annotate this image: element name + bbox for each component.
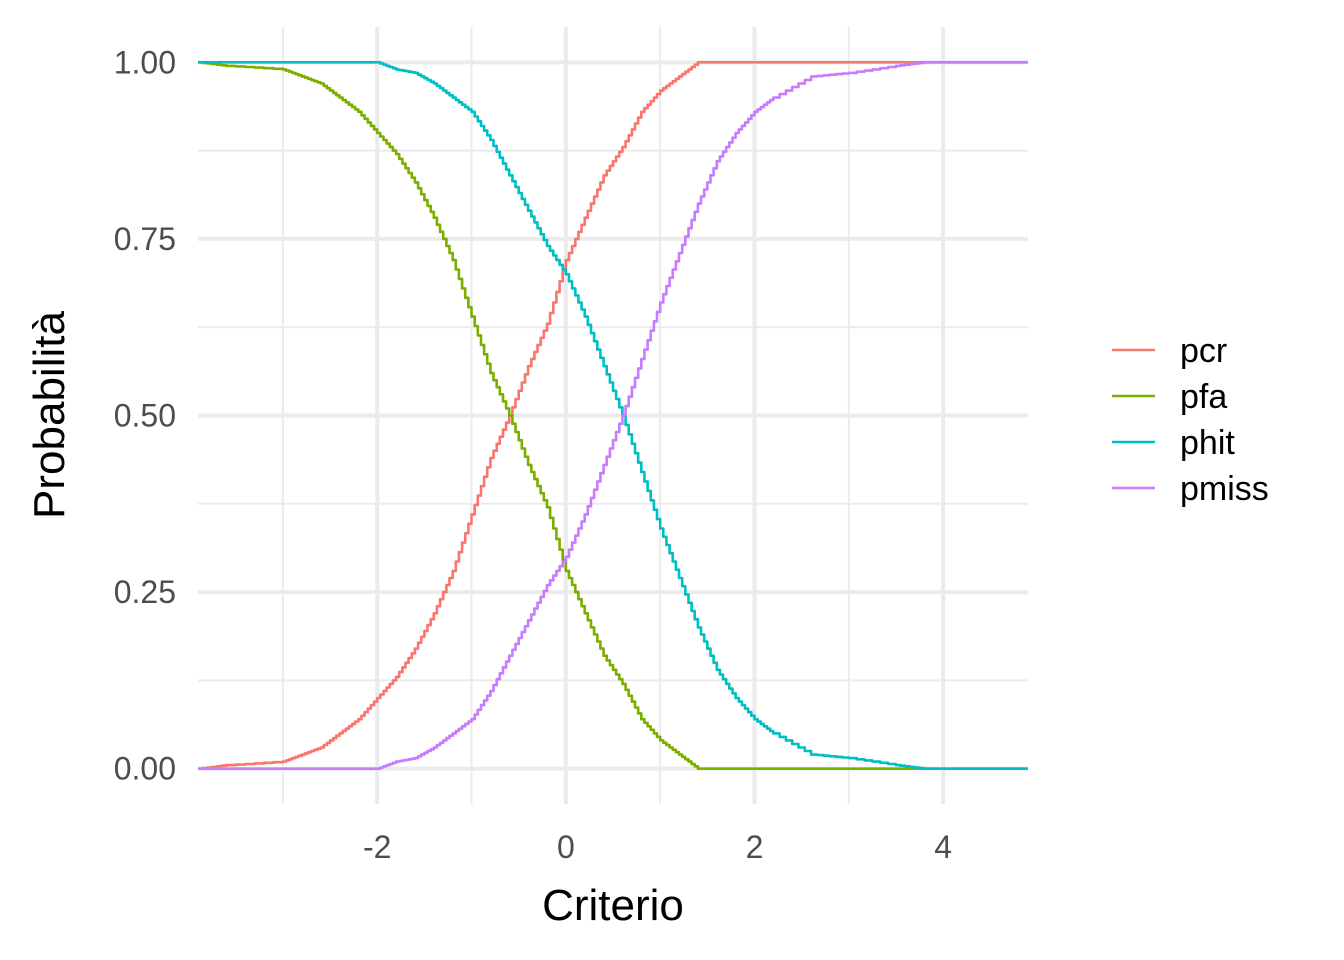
x-tick-label: 0 xyxy=(557,829,575,865)
major-gridlines xyxy=(198,27,1028,804)
y-axis-title: Probabilità xyxy=(25,311,74,519)
x-tick-label: 4 xyxy=(934,829,952,865)
y-axis-tick-labels: 0.00 0.25 0.50 0.75 1.00 xyxy=(114,44,176,786)
y-tick-label: 0.50 xyxy=(114,398,176,434)
x-tick-label: 2 xyxy=(746,829,764,865)
x-tick-label: -2 xyxy=(363,829,391,865)
legend-label-pmiss: pmiss xyxy=(1180,470,1269,508)
series-line-pmiss xyxy=(198,61,1028,770)
y-tick-label: 0.75 xyxy=(114,221,176,257)
legend: pcr pfa phit pmiss xyxy=(1112,332,1269,508)
x-axis-title: Criterio xyxy=(542,881,684,930)
series-line-pcr xyxy=(198,61,1028,770)
series-line-pfa xyxy=(198,61,1028,770)
legend-label-pfa: pfa xyxy=(1180,378,1227,416)
series-line-phit xyxy=(198,61,1028,770)
legend-label-pcr: pcr xyxy=(1180,332,1227,370)
x-axis-tick-labels: -2 0 2 4 xyxy=(363,829,952,865)
series-lines xyxy=(198,61,1028,770)
y-tick-label: 0.00 xyxy=(114,751,176,787)
y-tick-label: 0.25 xyxy=(114,574,176,610)
y-tick-label: 1.00 xyxy=(114,44,176,80)
legend-label-phit: phit xyxy=(1180,424,1235,462)
